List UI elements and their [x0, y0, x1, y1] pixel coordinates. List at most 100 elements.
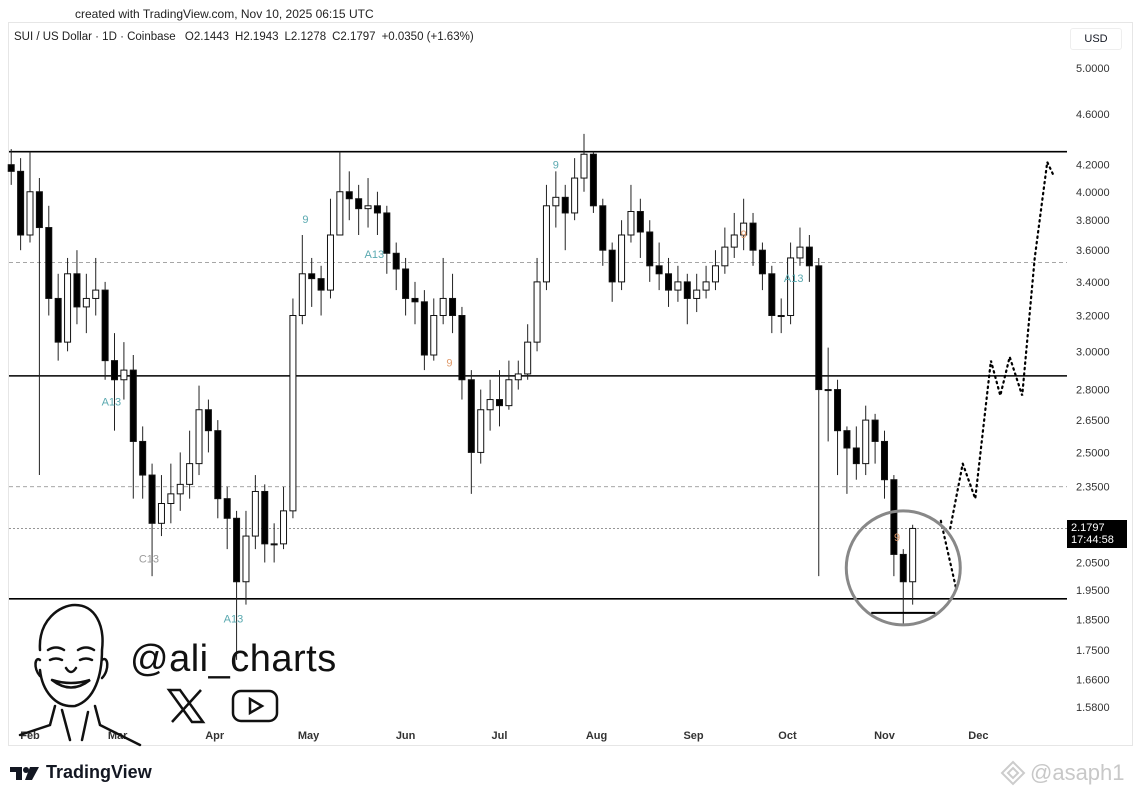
- candle-body-up: [571, 177, 579, 214]
- candle: [383, 205, 391, 274]
- youtube-icon: [231, 689, 279, 723]
- candle: [7, 149, 15, 185]
- td-sequential-label: A13: [224, 613, 244, 625]
- candle: [909, 524, 917, 605]
- y-tick-label: 5.0000: [1076, 63, 1110, 75]
- x-tick-label: Nov: [874, 730, 896, 742]
- candle-body-up: [280, 510, 288, 545]
- candle-body-down: [599, 205, 607, 251]
- candle-body-up: [730, 234, 738, 248]
- candle: [251, 475, 259, 550]
- tradingview-logo[interactable]: TradingView: [10, 762, 152, 783]
- high-value: H2.1943: [235, 31, 279, 43]
- candle: [35, 178, 43, 476]
- candle-body-down: [148, 474, 156, 524]
- x-tick-label: Sep: [683, 730, 703, 742]
- candle: [571, 158, 579, 221]
- projection-path: [949, 158, 1055, 530]
- candle-body-up: [824, 389, 832, 392]
- candle-body-up: [251, 490, 259, 537]
- candle-body-down: [749, 222, 757, 251]
- tradingview-logo-text: TradingView: [46, 762, 152, 782]
- tradingview-logo-icon: [10, 766, 39, 780]
- candle-body-up: [430, 315, 438, 356]
- candle-body-down: [636, 211, 644, 233]
- candle-body-up: [26, 191, 34, 236]
- candle-body-down: [139, 440, 147, 476]
- candle-body-up: [439, 297, 447, 317]
- candle: [214, 420, 222, 519]
- candle-body-down: [768, 273, 776, 317]
- candle: [552, 171, 560, 228]
- candle: [111, 333, 119, 431]
- candle: [618, 220, 626, 291]
- candle-body-up: [289, 315, 297, 512]
- candle: [223, 486, 231, 550]
- td-sequential-label: 9: [446, 357, 452, 369]
- candle: [101, 281, 109, 380]
- td-sequential-label: 9: [741, 229, 747, 241]
- candle-body-up: [862, 419, 870, 465]
- candle: [73, 250, 81, 325]
- candle: [345, 171, 353, 221]
- candle: [862, 405, 870, 476]
- y-tick-label: 1.7500: [1076, 645, 1110, 657]
- y-tick-label: 3.6000: [1076, 245, 1110, 257]
- candle: [486, 379, 494, 431]
- candle-body-down: [45, 227, 53, 299]
- candle: [777, 298, 785, 334]
- candle-body-down: [880, 440, 888, 481]
- x-tick-label: Oct: [778, 730, 797, 742]
- candle: [280, 486, 288, 550]
- candle-body-down: [35, 191, 43, 229]
- candle-body-down: [815, 265, 823, 391]
- candle: [336, 151, 344, 236]
- candle: [326, 198, 334, 299]
- candles-layer: [7, 133, 917, 660]
- candle-body-up: [580, 153, 588, 179]
- close-value: C2.1797: [332, 31, 376, 43]
- candle-body-up: [120, 369, 128, 381]
- candle-body-down: [496, 399, 503, 407]
- candle-body-up: [524, 341, 532, 375]
- candle-body-up: [740, 222, 748, 236]
- candle: [458, 306, 466, 400]
- candle: [261, 484, 269, 563]
- candle-body-down: [383, 212, 391, 254]
- candle-body-up: [552, 196, 560, 207]
- candle-body-down: [899, 553, 907, 583]
- avatar-sketch: [18, 603, 142, 747]
- author-handle: @ali_charts: [130, 638, 337, 680]
- x-tick-label: Jun: [396, 730, 416, 742]
- candle-body-down: [871, 419, 879, 442]
- candle-body-up: [909, 527, 917, 583]
- candle: [514, 360, 522, 390]
- candle: [702, 265, 710, 299]
- projection-layer: [939, 158, 1055, 592]
- candle: [815, 257, 823, 577]
- candle-body-up: [242, 535, 250, 583]
- candle: [834, 379, 842, 476]
- currency-button[interactable]: USD: [1070, 28, 1122, 50]
- symbol-name[interactable]: SUI / US Dollar · 1D · Coinbase: [14, 31, 176, 43]
- levels-layer: [9, 150, 1067, 600]
- candle: [449, 273, 457, 334]
- candle-body-up: [627, 211, 635, 236]
- y-tick-label: 4.0000: [1076, 187, 1110, 199]
- candle-body-down: [73, 273, 81, 308]
- candle: [627, 184, 635, 243]
- candle: [740, 198, 748, 251]
- candle: [805, 234, 813, 282]
- candle: [721, 227, 729, 274]
- candle-body-down: [233, 517, 241, 583]
- candle-body-down: [449, 297, 457, 317]
- candle: [542, 184, 550, 291]
- candle: [17, 158, 25, 251]
- candle: [157, 475, 165, 537]
- td-sequential-label: 9: [302, 214, 308, 226]
- candle: [430, 298, 438, 361]
- candle: [636, 198, 644, 258]
- projection-path: [939, 519, 958, 592]
- bar-countdown: 17:44:58: [1071, 534, 1114, 546]
